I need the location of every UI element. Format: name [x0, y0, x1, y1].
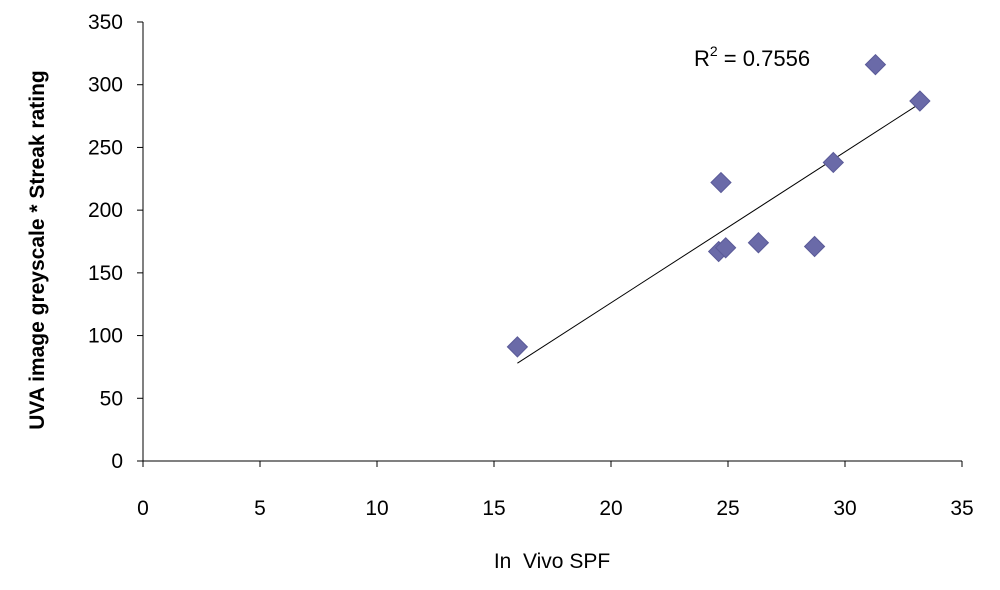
y-tick-label: 150: [88, 262, 123, 285]
x-tick-label: 35: [950, 497, 973, 520]
axes: [142, 22, 962, 462]
y-tick-label: 350: [88, 11, 123, 34]
r-squared-superscript: 2: [710, 43, 718, 59]
x-tick-label: 30: [833, 497, 856, 520]
y-axis-ticks: 0 50 100 150 200 250 300 350: [88, 11, 143, 473]
x-tick-label: 15: [482, 497, 505, 520]
y-axis-label: UVA image greyscale * Streak rating: [26, 70, 49, 430]
x-axis-label: In Vivo SPF: [494, 550, 610, 573]
r-squared-annotation: R2 = 0.7556: [694, 43, 810, 71]
y-tick-label: 300: [88, 74, 123, 97]
data-points: [506, 53, 931, 358]
data-point: [714, 237, 737, 259]
data-point: [864, 53, 887, 76]
y-tick-label: 0: [111, 450, 123, 473]
r-squared-value: = 0.7556: [718, 46, 810, 71]
x-tick-label: 5: [254, 497, 266, 520]
y-tick-label: 200: [88, 199, 123, 222]
x-tick-label: 25: [716, 497, 739, 520]
y-tick-label: 100: [88, 325, 123, 348]
data-point: [909, 90, 931, 112]
x-tick-label: 20: [599, 497, 622, 520]
y-tick-label: 250: [88, 136, 123, 159]
x-axis-ticks: 0 5 10 15 20 25 30 35: [137, 461, 974, 520]
data-point: [710, 171, 732, 194]
data-point: [822, 151, 845, 174]
x-tick-label: 0: [137, 497, 149, 520]
data-point: [747, 232, 770, 254]
x-tick-label: 10: [365, 497, 388, 520]
y-tick-label: 50: [100, 387, 123, 410]
data-point: [803, 235, 826, 258]
r-squared-base: R: [694, 46, 710, 71]
trendline: [517, 103, 921, 364]
data-point: [506, 336, 529, 358]
